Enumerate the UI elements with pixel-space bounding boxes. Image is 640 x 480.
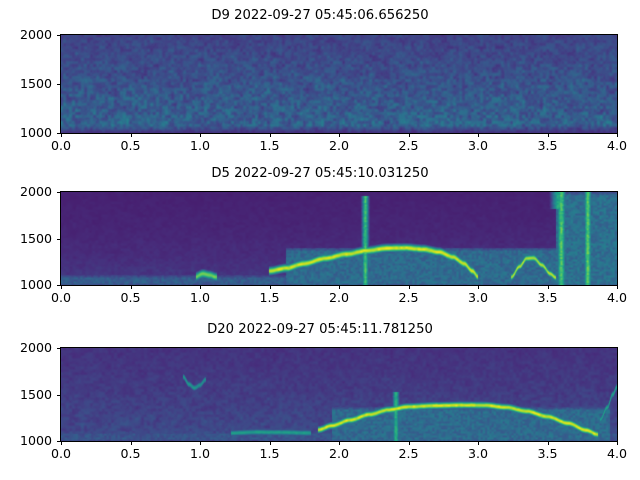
xtick-label-2-5: 2.5 — [398, 290, 419, 305]
xtick-label-1-4: 2.0 — [328, 138, 350, 153]
xtick-mark-3-2 — [200, 441, 201, 445]
xtick-mark-1-1 — [131, 133, 132, 137]
xtick-label-3-6: 3.0 — [467, 446, 489, 461]
xtick-label-1-8: 4.0 — [606, 138, 628, 153]
ytick-label-2-2: 2000 — [19, 184, 52, 199]
xtick-label-1-2: 1.0 — [189, 138, 211, 153]
ytick-label-3-0: 1000 — [19, 433, 52, 448]
xtick-label-3-2: 1.0 — [189, 446, 211, 461]
ytick-mark-2-2 — [56, 192, 60, 193]
xtick-label-3-0: 0.0 — [50, 446, 72, 461]
ytick-mark-1-0 — [56, 133, 60, 134]
xtick-mark-3-3 — [270, 441, 271, 445]
xtick-mark-3-4 — [339, 441, 340, 445]
ytick-mark-2-1 — [56, 239, 60, 240]
xtick-label-2-0: 0.0 — [50, 290, 72, 305]
xtick-label-2-6: 3.0 — [467, 290, 489, 305]
xtick-mark-3-8 — [617, 441, 618, 445]
panel-title-2: D5 2022-09-27 05:45:10.031250 — [211, 166, 429, 181]
ytick-label-3-1: 1500 — [19, 386, 52, 402]
xtick-mark-1-6 — [478, 133, 479, 137]
ytick-label-3-2: 2000 — [19, 340, 52, 355]
xtick-label-2-4: 2.0 — [328, 290, 350, 305]
xtick-mark-1-7 — [548, 133, 549, 137]
spectrogram-image-2 — [61, 192, 617, 285]
panel-title-1: D9 2022-09-27 05:45:06.656250 — [211, 8, 429, 23]
xtick-mark-2-3 — [270, 285, 271, 289]
spectrogram-image-1 — [61, 35, 617, 133]
xtick-label-3-3: 1.5 — [259, 446, 280, 461]
xtick-label-3-4: 2.0 — [328, 446, 350, 461]
ytick-mark-2-0 — [56, 285, 60, 286]
xtick-mark-2-0 — [61, 285, 62, 289]
xtick-mark-1-5 — [409, 133, 410, 137]
spectrogram-image-3 — [61, 348, 617, 441]
xtick-mark-3-7 — [548, 441, 549, 445]
xtick-label-1-6: 3.0 — [467, 138, 489, 153]
xtick-mark-3-0 — [61, 441, 62, 445]
xtick-label-1-1: 0.5 — [120, 138, 141, 153]
xtick-label-1-5: 2.5 — [398, 138, 419, 153]
xtick-mark-3-6 — [478, 441, 479, 445]
xtick-label-3-7: 3.5 — [537, 446, 558, 461]
ytick-mark-3-1 — [56, 395, 60, 396]
xtick-mark-1-8 — [617, 133, 618, 137]
xtick-mark-2-2 — [200, 285, 201, 289]
ytick-mark-3-2 — [56, 348, 60, 349]
xtick-label-1-0: 0.0 — [50, 138, 72, 153]
ytick-label-1-0: 1000 — [19, 125, 52, 140]
panel-title-3: D20 2022-09-27 05:45:11.781250 — [207, 322, 433, 337]
xtick-label-2-3: 1.5 — [259, 290, 280, 305]
xtick-mark-2-6 — [478, 285, 479, 289]
xtick-mark-1-0 — [61, 133, 62, 137]
ytick-label-1-2: 2000 — [19, 27, 52, 42]
xtick-label-2-2: 1.0 — [189, 290, 211, 305]
xtick-mark-1-3 — [270, 133, 271, 137]
spectrogram-axes-2 — [60, 191, 618, 286]
xtick-mark-2-5 — [409, 285, 410, 289]
xtick-mark-1-2 — [200, 133, 201, 137]
ytick-mark-1-2 — [56, 35, 60, 36]
xtick-label-3-1: 0.5 — [120, 446, 141, 461]
xtick-mark-2-7 — [548, 285, 549, 289]
xtick-mark-2-4 — [339, 285, 340, 289]
xtick-label-3-5: 2.5 — [398, 446, 419, 461]
spectrogram-axes-3 — [60, 347, 618, 442]
ytick-mark-3-0 — [56, 441, 60, 442]
xtick-label-2-7: 3.5 — [537, 290, 558, 305]
xtick-label-3-8: 4.0 — [606, 446, 628, 461]
xtick-label-2-8: 4.0 — [606, 290, 628, 305]
ytick-label-1-1: 1500 — [19, 76, 52, 91]
xtick-label-2-1: 0.5 — [120, 290, 141, 305]
spectrogram-axes-1 — [60, 34, 618, 134]
xtick-mark-2-8 — [617, 285, 618, 289]
xtick-label-1-7: 3.5 — [537, 138, 558, 153]
xtick-mark-1-4 — [339, 133, 340, 137]
ytick-label-2-0: 1000 — [19, 277, 52, 292]
xtick-label-1-3: 1.5 — [259, 138, 280, 153]
ytick-label-2-1: 1500 — [19, 230, 52, 246]
xtick-mark-2-1 — [131, 285, 132, 289]
ytick-mark-1-1 — [56, 84, 60, 85]
xtick-mark-3-1 — [131, 441, 132, 445]
xtick-mark-3-5 — [409, 441, 410, 445]
